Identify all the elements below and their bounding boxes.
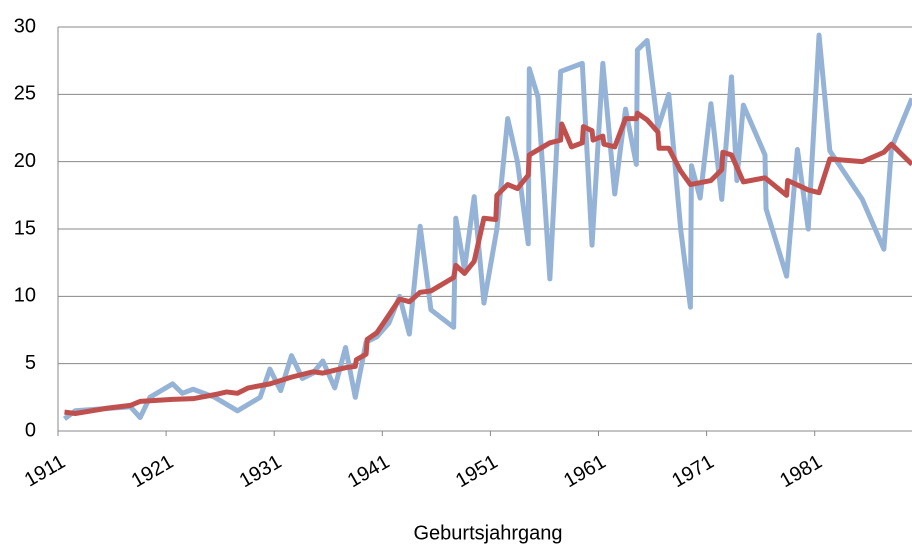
x-tick-label: 1981 (776, 451, 826, 492)
y-tick-label: 15 (14, 217, 36, 239)
y-tick-label: 0 (25, 419, 36, 441)
y-tick-label: 5 (25, 352, 36, 374)
y-tick-label: 30 (14, 15, 36, 37)
x-tick-label: 1911 (21, 451, 69, 492)
y-tick-label: 10 (14, 285, 36, 307)
x-tick-label: 1931 (236, 451, 286, 492)
x-tick-label: 1921 (128, 451, 178, 492)
x-tick-label: 1971 (668, 451, 718, 492)
series-line (62, 32, 912, 421)
x-tick-label: 1941 (344, 451, 394, 492)
x-tick-label: 1951 (452, 451, 502, 492)
series-line (64, 110, 912, 416)
x-tick-label: 1961 (560, 451, 610, 492)
y-tick-label: 25 (14, 83, 36, 105)
y-tick-label: 20 (14, 150, 36, 172)
x-axis-label: Geburtsjahrgang (414, 522, 563, 544)
